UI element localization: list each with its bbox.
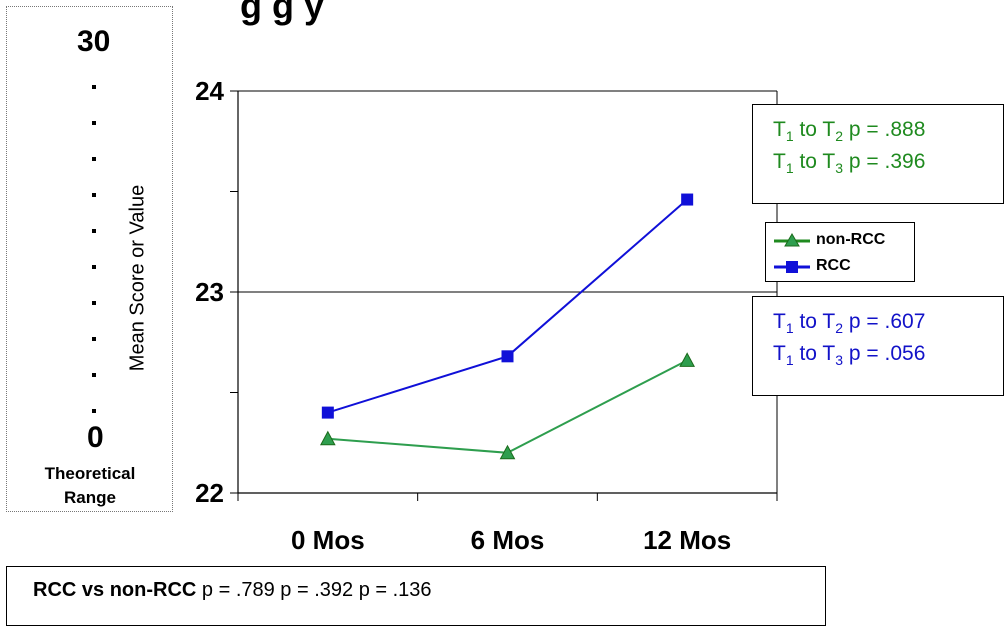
y-tick-label: 24 bbox=[195, 76, 224, 106]
series-line-rcc bbox=[327, 198, 688, 414]
t-subscript: 1 bbox=[785, 352, 794, 369]
range-dot bbox=[92, 121, 96, 125]
range-max-label: 30 bbox=[77, 25, 111, 58]
comparison-pvalues: p = .789 p = .392 p = .136 bbox=[196, 579, 432, 601]
legend-label: non-RCC bbox=[816, 231, 886, 248]
t-subscript: 3 bbox=[835, 352, 844, 369]
chart-title-fragment: g g y bbox=[240, 0, 325, 26]
t-subscript: 1 bbox=[785, 160, 794, 177]
comparison-label: RCC vs non-RCC bbox=[33, 579, 197, 601]
range-caption-line: Range bbox=[64, 488, 116, 507]
data-point-triangle bbox=[499, 444, 516, 460]
data-point-triangle bbox=[679, 352, 696, 367]
non-rcc-pvalue-line: T1 to T2 p = .888 bbox=[773, 117, 1003, 149]
x-tick-label: 12 Mos bbox=[643, 525, 731, 555]
non-rcc-pvalue-line: T1 to T3 p = .396 bbox=[773, 149, 1003, 181]
p-value: p = .888 bbox=[843, 118, 926, 141]
t-label: to T bbox=[793, 342, 836, 366]
range-dot bbox=[92, 409, 96, 413]
rcc-pvalue-line: T1 to T3 p = .056 bbox=[773, 341, 1003, 373]
triangle-marker-icon bbox=[774, 233, 810, 247]
x-tick-label: 0 Mos bbox=[291, 525, 365, 555]
range-dot bbox=[92, 85, 96, 89]
t-label: to T bbox=[793, 310, 836, 333]
range-caption: Theoretical Range bbox=[25, 462, 155, 510]
p-value: p = .056 bbox=[843, 342, 926, 366]
rcc-pvalue-line: T1 to T2 p = .607 bbox=[773, 309, 1003, 341]
t-subscript: 2 bbox=[835, 320, 844, 337]
range-dot bbox=[92, 193, 96, 197]
range-dot bbox=[92, 157, 96, 161]
range-dot bbox=[92, 337, 96, 341]
range-dot bbox=[92, 265, 96, 269]
y-tick-label: 22 bbox=[195, 478, 224, 508]
t-label: T bbox=[773, 310, 786, 333]
t-subscript: 3 bbox=[835, 160, 844, 177]
non-rcc-pvalue-box: T1 to T2 p = .888 T1 to T3 p = .396 bbox=[752, 104, 1004, 204]
legend-label: RCC bbox=[816, 257, 851, 274]
t-subscript: 1 bbox=[785, 320, 794, 337]
t-label: T bbox=[773, 118, 786, 141]
rcc-pvalue-box: T1 to T2 p = .607 T1 to T3 p = .056 bbox=[752, 296, 1004, 396]
t-label: T bbox=[773, 150, 786, 174]
group-comparison-box: RCC vs non-RCC p = .789 p = .392 p = .13… bbox=[6, 566, 826, 626]
range-min-label: 0 bbox=[87, 421, 104, 454]
t-label: to T bbox=[793, 150, 836, 174]
p-value: p = .396 bbox=[843, 150, 926, 174]
data-point-triangle bbox=[319, 430, 336, 446]
t-label: T bbox=[773, 342, 786, 366]
data-point-square bbox=[501, 350, 514, 363]
chart-legend: non-RCC RCC bbox=[765, 222, 915, 282]
range-dot bbox=[92, 373, 96, 377]
range-dot bbox=[92, 301, 96, 305]
range-caption-line: Theoretical bbox=[44, 464, 136, 483]
data-point-square bbox=[321, 406, 334, 419]
series-line-non-rcc bbox=[327, 359, 688, 454]
square-marker-icon bbox=[774, 261, 810, 273]
theoretical-range-box: 30 0 Theoretical Range bbox=[6, 6, 173, 512]
data-point-square bbox=[681, 193, 694, 206]
t-subscript: 2 bbox=[835, 128, 844, 145]
t-label: to T bbox=[793, 118, 836, 141]
range-dot bbox=[92, 229, 96, 233]
x-tick-label: 6 Mos bbox=[471, 525, 545, 555]
p-value: p = .607 bbox=[843, 310, 926, 333]
t-subscript: 1 bbox=[785, 128, 794, 145]
y-tick-label: 23 bbox=[195, 277, 224, 307]
